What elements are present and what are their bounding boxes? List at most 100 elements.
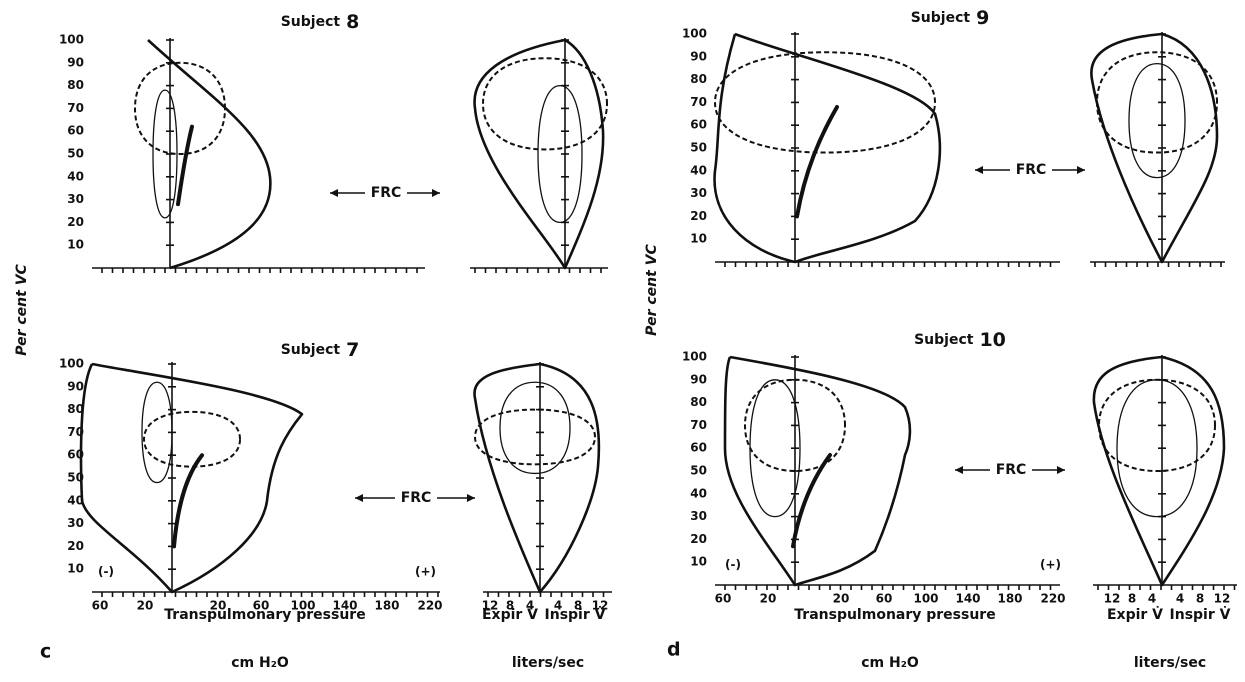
panel-letter: c bbox=[40, 641, 51, 663]
y-tick-label: 30 bbox=[690, 186, 707, 200]
x-tick-label: 4 bbox=[1148, 592, 1156, 606]
flow-thin-loop bbox=[537, 84, 583, 224]
x-tick-label: 4 bbox=[554, 599, 562, 613]
pressure-thin-loop bbox=[141, 381, 173, 484]
y-tick-label: 100 bbox=[59, 357, 84, 371]
flow-loop bbox=[1090, 32, 1219, 264]
flow-title: Inspir V̇ bbox=[1170, 606, 1231, 623]
pressure-dashed-loop bbox=[142, 410, 242, 468]
y-tick-label: 40 bbox=[690, 163, 707, 177]
pressure-curve bbox=[795, 104, 839, 219]
flow-title: Expir V̇ bbox=[1107, 606, 1163, 623]
frc-label: FRC bbox=[996, 462, 1027, 478]
x-tick-label: 20 bbox=[833, 592, 850, 606]
flow-title: Inspir V̇ bbox=[545, 606, 606, 623]
x-axis-title: Transpulmonary pressure bbox=[164, 607, 365, 623]
x-tick-label: 140 bbox=[332, 599, 357, 613]
y-tick-label: 90 bbox=[67, 55, 84, 69]
flow-dashed-loop bbox=[481, 57, 609, 151]
y-tick-label: 90 bbox=[690, 372, 707, 386]
y-tick-label: 20 bbox=[67, 215, 84, 229]
y-tick-label: 20 bbox=[690, 532, 707, 546]
x-tick-label: 220 bbox=[417, 599, 442, 613]
sign-label: (-) bbox=[98, 565, 114, 579]
subject-title: Subject 10 bbox=[914, 329, 1006, 351]
y-tick-label: 30 bbox=[67, 192, 84, 206]
y-tick-label: 80 bbox=[67, 402, 84, 416]
y-tick-label: 60 bbox=[690, 118, 707, 132]
frc-label: FRC bbox=[401, 490, 432, 506]
frc-label: FRC bbox=[1016, 162, 1047, 178]
y-tick-label: 50 bbox=[67, 471, 84, 485]
flow-thin-loop bbox=[499, 381, 571, 475]
x-axis-title: Transpulmonary pressure bbox=[794, 607, 995, 623]
subject-number: 8 bbox=[346, 11, 359, 33]
subject-prefix: Subject bbox=[281, 342, 341, 358]
sign-label: (+) bbox=[415, 565, 436, 579]
subject-title: Subject 7 bbox=[281, 339, 360, 361]
pressure-dashed-loop bbox=[713, 51, 937, 154]
y-tick-label: 40 bbox=[67, 169, 84, 183]
frc-label: FRC bbox=[371, 185, 402, 201]
y-tick-label: 60 bbox=[690, 441, 707, 455]
subject-title: Subject 8 bbox=[281, 11, 360, 33]
subject-number: 10 bbox=[979, 329, 1005, 351]
pressure-dashed-loop bbox=[743, 378, 847, 473]
x-tick-label: 100 bbox=[913, 592, 938, 606]
x-tick-label: 8 bbox=[1196, 592, 1204, 606]
y-tick-label: 10 bbox=[67, 562, 84, 576]
x-tick-label: 12 bbox=[482, 599, 499, 613]
flow-loop bbox=[473, 362, 601, 594]
y-tick-label: 40 bbox=[690, 486, 707, 500]
pressure-curve bbox=[791, 453, 832, 549]
x-tick-label: 60 bbox=[92, 599, 109, 613]
x-tick-label: 8 bbox=[574, 599, 582, 613]
y-tick-label: 30 bbox=[690, 509, 707, 523]
flow-unit: liters/sec bbox=[512, 655, 584, 671]
y-tick-label: 100 bbox=[682, 350, 707, 364]
y-tick-label: 10 bbox=[690, 232, 707, 246]
y-tick-label: 80 bbox=[67, 78, 84, 92]
y-tick-label: 20 bbox=[67, 539, 84, 553]
y-tick-label: 50 bbox=[690, 464, 707, 478]
x-tick-label: 20 bbox=[210, 599, 227, 613]
subject-prefix: Subject bbox=[914, 332, 974, 348]
y-axis-title: Per cent VC bbox=[644, 243, 660, 335]
x-tick-label: 60 bbox=[253, 599, 270, 613]
y-tick-label: 80 bbox=[690, 395, 707, 409]
x-tick-label: 8 bbox=[1128, 592, 1136, 606]
pressure-dashed-loop bbox=[133, 61, 227, 156]
subject-prefix: Subject bbox=[281, 14, 341, 30]
x-tick-label: 20 bbox=[137, 599, 154, 613]
x-tick-label: 180 bbox=[374, 599, 399, 613]
y-axis-title: Per cent VC bbox=[14, 263, 30, 355]
pressure-curve bbox=[172, 453, 204, 549]
pressure-curve bbox=[176, 124, 194, 207]
subject-title: Subject 9 bbox=[911, 7, 990, 29]
y-tick-label: 80 bbox=[690, 72, 707, 86]
y-tick-label: 20 bbox=[690, 209, 707, 223]
x-tick-label: 8 bbox=[506, 599, 514, 613]
y-tick-label: 50 bbox=[690, 141, 707, 155]
y-tick-label: 60 bbox=[67, 124, 84, 138]
subject-prefix: Subject bbox=[911, 10, 971, 26]
y-tick-label: 100 bbox=[59, 33, 84, 47]
y-tick-label: 90 bbox=[690, 49, 707, 63]
subject-number: 9 bbox=[976, 7, 989, 29]
y-tick-label: 40 bbox=[67, 493, 84, 507]
y-tick-label: 90 bbox=[67, 379, 84, 393]
x-tick-label: 4 bbox=[526, 599, 534, 613]
x-tick-label: 60 bbox=[876, 592, 893, 606]
y-tick-label: 100 bbox=[682, 27, 707, 41]
y-tick-label: 70 bbox=[67, 101, 84, 115]
y-tick-label: 50 bbox=[67, 147, 84, 161]
x-tick-label: 12 bbox=[1104, 592, 1121, 606]
x-tick-label: 12 bbox=[592, 599, 609, 613]
pressure-loop bbox=[147, 39, 272, 270]
y-tick-label: 70 bbox=[690, 418, 707, 432]
panel-letter: d bbox=[667, 639, 681, 661]
x-tick-label: 20 bbox=[760, 592, 777, 606]
flow-loop bbox=[1092, 355, 1226, 587]
